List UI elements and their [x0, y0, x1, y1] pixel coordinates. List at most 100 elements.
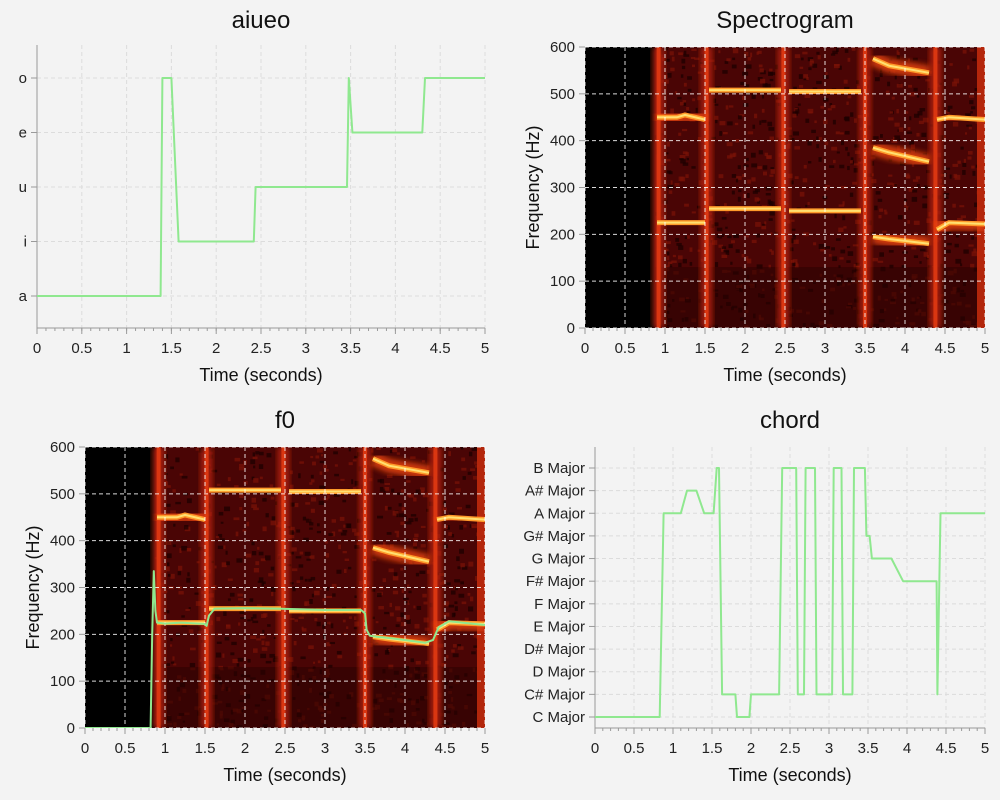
heatmap-cell — [678, 262, 682, 268]
heatmap-cell — [462, 476, 466, 480]
heatmap-cell — [423, 617, 429, 623]
heatmap-cell — [759, 68, 764, 73]
heatmap-cell — [190, 647, 196, 651]
heatmap-cell — [336, 650, 342, 655]
heatmap-cell — [442, 580, 445, 584]
heatmap-cell — [791, 228, 796, 231]
heatmap-cell — [300, 656, 306, 660]
heatmap-cell — [294, 503, 299, 508]
heatmap-cell — [926, 218, 932, 223]
heatmap-cell — [887, 81, 891, 87]
heatmap-cell — [851, 47, 856, 51]
heatmap-cell — [917, 111, 923, 116]
heatmap-cell — [199, 659, 202, 662]
heatmap-cell — [814, 120, 817, 124]
heatmap-cell — [214, 565, 217, 569]
y-tick-label: F# Major — [526, 573, 585, 590]
heatmap-cell — [716, 227, 723, 232]
heatmap-cell — [332, 593, 336, 597]
heatmap-cell — [725, 226, 728, 229]
heatmap-cell — [787, 173, 793, 179]
heatmap-cell — [245, 553, 252, 558]
heatmap-cell — [898, 127, 904, 132]
heatmap-cell — [195, 447, 199, 451]
heatmap-cell — [446, 655, 449, 659]
heatmap-cell — [413, 497, 417, 502]
heatmap-cell — [743, 103, 749, 107]
heatmap-cell — [963, 158, 966, 164]
heatmap-layer — [585, 47, 985, 328]
heatmap-cell — [422, 593, 427, 598]
heatmap-cell — [883, 209, 887, 212]
heatmap-cell — [721, 254, 728, 259]
heatmap-cell — [393, 572, 398, 577]
heatmap-cell — [421, 460, 425, 463]
heatmap-cell — [697, 137, 702, 141]
heatmap-cell — [878, 215, 882, 219]
x-tick-label: 1 — [661, 340, 669, 357]
heatmap-cell — [696, 205, 701, 209]
heatmap-cell — [721, 233, 725, 237]
heatmap-layer — [85, 447, 485, 728]
heatmap-cell — [697, 96, 702, 101]
heatmap-cell — [484, 707, 485, 713]
heatmap-cell — [400, 622, 407, 627]
x-tick-label: 2.5 — [275, 740, 296, 757]
heatmap-cell — [832, 119, 836, 125]
heatmap-cell — [968, 125, 972, 130]
heatmap-cell — [913, 220, 920, 225]
heatmap-cell — [794, 262, 798, 267]
heatmap-cell — [683, 82, 687, 87]
heatmap-cell — [233, 517, 240, 521]
heatmap-cell — [802, 51, 808, 55]
heatmap-cell — [735, 139, 740, 143]
heatmap-cell — [966, 124, 973, 127]
heatmap-cell — [913, 87, 918, 92]
heatmap-cell — [348, 447, 351, 452]
heatmap-cell — [716, 234, 719, 238]
heatmap-cell — [305, 518, 312, 523]
heatmap-cell — [747, 131, 754, 135]
heatmap-cell — [275, 501, 278, 505]
heatmap-cell — [855, 262, 860, 266]
heatmap-cell — [317, 523, 320, 527]
x-tick-label: 1 — [122, 340, 130, 357]
heatmap-cell — [803, 164, 807, 169]
heatmap-cell — [454, 481, 460, 484]
f0-chart: f0 Time (seconds) Frequency (Hz) 0 0.5 1 1.5 2 2… — [23, 407, 489, 785]
heatmap-cell — [844, 116, 850, 122]
heatmap-cell — [954, 243, 959, 248]
heatmap-cell — [442, 501, 446, 505]
heatmap-cell — [290, 551, 294, 555]
heatmap-cell — [761, 225, 767, 230]
heatmap-cell — [376, 447, 381, 451]
heatmap-cell — [451, 533, 455, 538]
heatmap-cell — [824, 184, 830, 187]
heatmap-cell — [711, 136, 716, 140]
heatmap-cell — [723, 131, 728, 135]
heatmap-cell — [331, 531, 336, 537]
heatmap-cell — [879, 252, 884, 257]
heatmap-cell — [384, 611, 390, 615]
heatmap-cell — [261, 582, 264, 587]
heatmap-cell — [770, 232, 773, 236]
heatmap-cell — [897, 215, 903, 220]
heatmap-cell — [758, 64, 763, 68]
heatmap-cell — [896, 50, 899, 55]
heatmap-cell — [831, 146, 838, 151]
heatmap-cell — [259, 451, 264, 456]
heatmap-cell — [237, 657, 244, 662]
heatmap-cell — [186, 498, 192, 504]
heatmap-cell — [894, 135, 901, 140]
heatmap-cell — [885, 90, 890, 96]
heatmap-cell — [682, 100, 687, 103]
heatmap-cell — [721, 246, 727, 250]
heatmap-cell — [802, 178, 808, 183]
x-tick-label: 3 — [821, 340, 829, 357]
heatmap-cell — [967, 65, 970, 70]
heatmap-cell — [738, 189, 742, 193]
heatmap-cell — [461, 467, 467, 471]
heatmap-cell — [959, 205, 965, 208]
heatmap-cell — [188, 629, 194, 634]
heatmap-cell — [301, 628, 307, 632]
